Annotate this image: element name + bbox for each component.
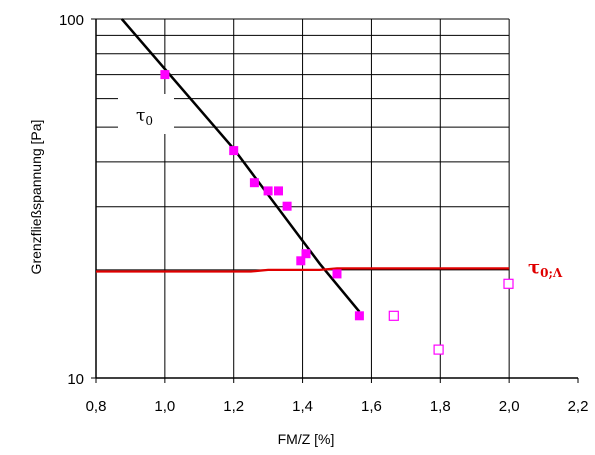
tau0-subscript: 0	[145, 114, 153, 128]
data-point-filled	[263, 186, 273, 196]
x-tick-label: 2,2	[568, 398, 589, 415]
data-point-filled	[332, 269, 342, 279]
tau0-lambda-label-text: τ0;Λ	[528, 257, 563, 280]
series	[96, 18, 514, 355]
tau0-label-text: τ0	[136, 106, 153, 128]
x-axis-title: FM/Z [%]	[278, 431, 335, 447]
tau0-label: τ0	[118, 94, 174, 134]
x-tick-label: 2,0	[499, 398, 520, 415]
y-axis-title: Grenzfließspannung [Pa]	[28, 120, 44, 275]
tau0-label-box	[118, 94, 174, 134]
grid	[96, 18, 510, 378]
data-point-open	[503, 278, 514, 289]
x-tick-label: 1,4	[292, 398, 313, 415]
x-tick-label: 1,8	[430, 398, 451, 415]
data-point-filled	[354, 311, 364, 321]
tick-labels: 0,8 1,0 1,2 1,4 1,6 1,8 2,0 2,2 10 100	[59, 12, 588, 415]
data-point-filled	[301, 249, 311, 259]
data-point-filled	[160, 70, 170, 80]
tau0-lambda-subscript: 0;Λ	[540, 266, 563, 280]
tau0-lambda-symbol: τ	[528, 257, 540, 278]
x-tick-label: 1,0	[154, 398, 175, 415]
x-tick-label: 0,8	[86, 398, 107, 415]
tau0-lambda-label: τ0;Λ	[528, 257, 563, 280]
x-tick-label: 1,6	[361, 398, 382, 415]
data-point-filled	[296, 256, 306, 266]
fit-line-black	[120, 18, 361, 313]
data-point-filled	[282, 201, 292, 211]
axes	[91, 18, 579, 383]
threshold-line-red	[96, 267, 510, 273]
y-tick-label: 100	[59, 12, 84, 29]
data-point-open	[433, 344, 444, 355]
data-point-filled	[229, 146, 239, 156]
data-point-filled	[274, 186, 283, 196]
data-point-open	[388, 310, 399, 321]
data-point-filled	[249, 178, 259, 188]
tau0-symbol: τ	[136, 106, 145, 126]
x-tick-label: 1,2	[223, 398, 244, 415]
y-tick-label: 10	[67, 371, 84, 388]
